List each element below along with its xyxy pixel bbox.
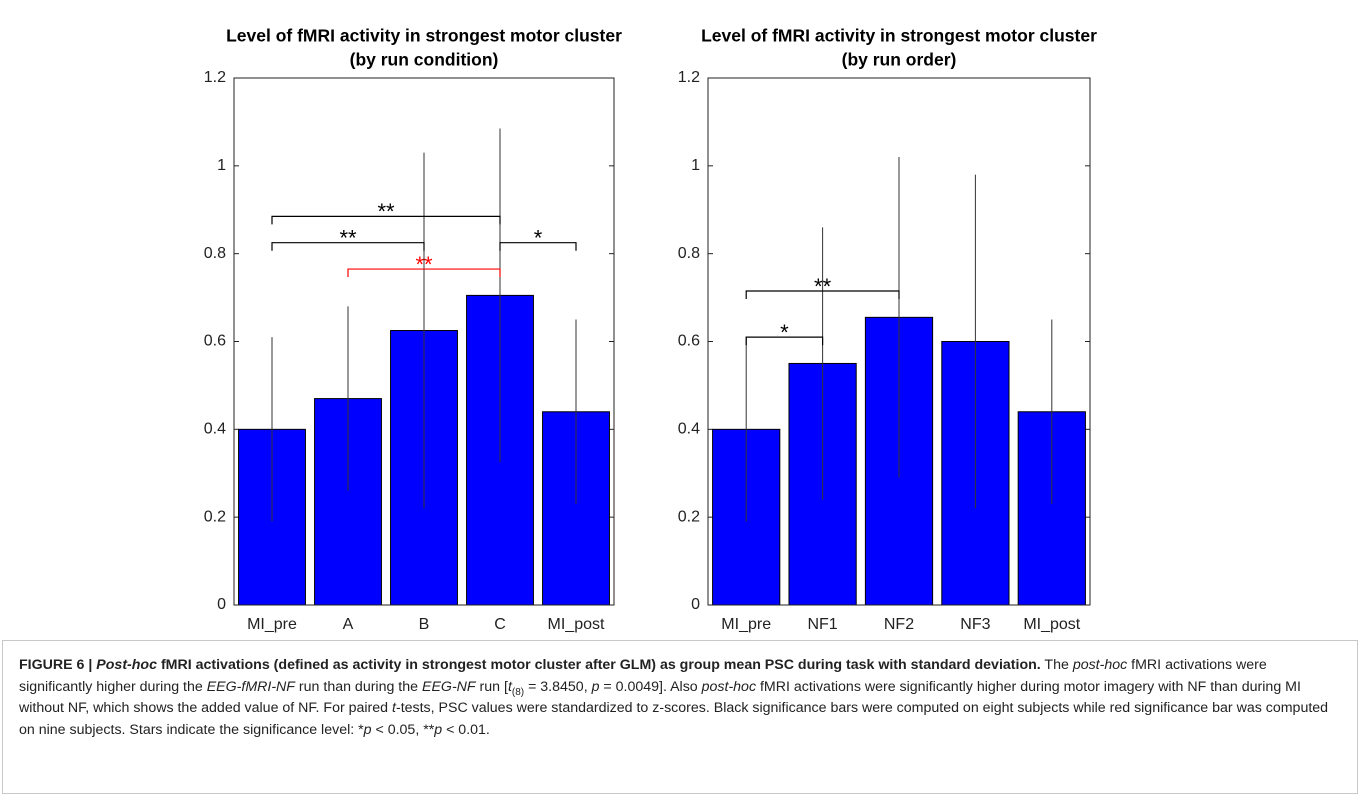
caption-text: = 3.8450, xyxy=(524,678,592,695)
caption-text: Post-hoc xyxy=(96,657,157,673)
caption-text: fMRI activations were significantly high… xyxy=(19,678,1301,717)
y-tick-label: 0.6 xyxy=(678,333,700,350)
caption-text: EEG-fMRI-NF xyxy=(206,678,295,695)
x-tick-label: A xyxy=(343,616,354,633)
caption-text: EEG-NF xyxy=(421,678,476,695)
y-tick-label: 1 xyxy=(217,157,226,174)
significance-bar xyxy=(271,242,425,251)
caption-text: FIGURE 6 | xyxy=(19,657,97,673)
caption-text: t xyxy=(392,700,396,717)
significance-bar xyxy=(271,215,501,225)
x-tick-label: B xyxy=(419,616,430,633)
x-tick-label: MI_pre xyxy=(247,616,297,633)
significance-bar xyxy=(499,242,577,251)
x-tick-label: MI_post xyxy=(548,616,605,633)
caption-text: t xyxy=(507,678,512,695)
chart-title: Level of fMRI activity in strongest moto… xyxy=(226,26,622,46)
x-tick-label: MI_pre xyxy=(721,616,771,633)
caption-text: post-hoc xyxy=(701,678,757,695)
figure-caption: FIGURE 6 | Post-hoc fMRI activations (de… xyxy=(2,640,1358,794)
axes-box xyxy=(707,77,1091,606)
x-tick-label: NF2 xyxy=(884,616,914,633)
x-tick-label: NF3 xyxy=(960,616,990,633)
significance-label: * xyxy=(534,226,543,251)
y-tick-label: 0.4 xyxy=(204,421,226,438)
caption-text: -tests, PSC values were standardized to … xyxy=(19,700,1329,738)
x-tick-label: MI_post xyxy=(1023,616,1080,633)
caption-text: < 0.01. xyxy=(442,721,490,738)
significance-bar xyxy=(745,290,900,299)
caption-text: < 0.05, ** xyxy=(371,721,435,738)
y-tick-label: 0.8 xyxy=(678,245,700,262)
caption-text: = 0.0049]. Also xyxy=(599,678,702,695)
caption-text: p xyxy=(434,721,443,738)
significance-label: * xyxy=(780,320,789,345)
caption-text: The xyxy=(1040,657,1073,673)
y-tick-label: 0.2 xyxy=(678,508,700,525)
caption-text: fMRI activations were significantly high… xyxy=(19,657,1267,695)
y-tick-label: 0.2 xyxy=(204,508,226,525)
caption-text: p xyxy=(591,678,600,695)
significance-label: ** xyxy=(814,274,832,299)
y-tick-label: 1.2 xyxy=(678,69,700,86)
chart-subtitle: (by run condition) xyxy=(350,50,499,70)
significance-bar xyxy=(347,268,501,278)
caption-text: run than during the xyxy=(294,678,422,695)
figure: Level of fMRI activity in strongest moto… xyxy=(204,26,1097,634)
y-tick-label: 0.4 xyxy=(678,421,700,438)
significance-bar xyxy=(745,336,824,346)
caption-text: run [ xyxy=(475,678,508,695)
y-tick-label: 1.2 xyxy=(204,69,226,86)
caption-text: p xyxy=(363,721,372,738)
significance-label: ** xyxy=(377,199,395,224)
caption-text: post-hoc xyxy=(1072,657,1128,673)
y-tick-label: 0 xyxy=(691,596,700,613)
caption-text: (8) xyxy=(511,686,525,698)
significance-label: ** xyxy=(415,252,433,277)
significance-label: ** xyxy=(339,226,357,251)
chart-title: Level of fMRI activity in strongest moto… xyxy=(701,26,1097,46)
caption-text: fMRI activations (defined as activity in… xyxy=(157,657,1041,673)
x-tick-label: NF1 xyxy=(807,616,837,633)
y-tick-label: 1 xyxy=(691,157,700,174)
axes-box xyxy=(233,77,615,606)
y-tick-label: 0.8 xyxy=(204,245,226,262)
y-tick-label: 0 xyxy=(217,596,226,613)
chart-subtitle: (by run order) xyxy=(842,50,957,70)
y-tick-label: 0.6 xyxy=(204,333,226,350)
x-tick-label: C xyxy=(494,616,506,633)
